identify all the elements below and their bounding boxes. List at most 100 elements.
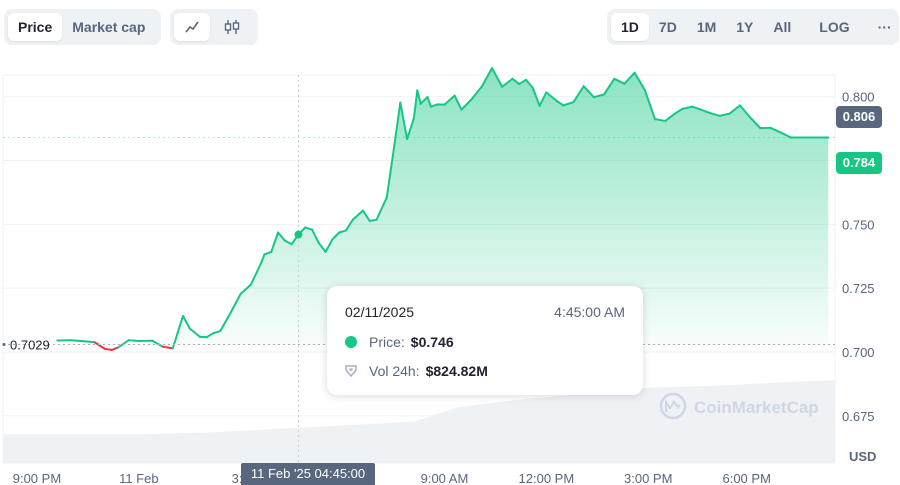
price-line-segment xyxy=(545,91,558,102)
price-line-segment xyxy=(212,330,222,335)
price-line-segment xyxy=(429,103,439,108)
price-line-segment xyxy=(412,89,419,120)
coinmarketcap-logo-icon xyxy=(659,392,687,420)
range-7d[interactable]: 7D xyxy=(658,19,677,35)
price-line-segment xyxy=(426,95,432,108)
price-dot-icon xyxy=(345,336,357,348)
price-line-segment xyxy=(324,238,334,253)
range-1d[interactable]: 1D xyxy=(611,13,649,41)
crosshair-time-badge: 11 Feb '25 04:45:00 xyxy=(241,463,375,485)
range-1y[interactable]: 1Y xyxy=(736,19,754,35)
high-price-badge: 0.806 xyxy=(836,106,882,128)
line-chart-icon[interactable] xyxy=(174,13,210,41)
price-line-segment xyxy=(453,94,463,111)
price-line-segment xyxy=(249,262,263,286)
x-tick-label: 9:00 PM xyxy=(13,471,61,485)
price-line-segment xyxy=(344,218,354,232)
x-tick-label: 6:00 PM xyxy=(722,471,770,485)
price-line-segment xyxy=(263,250,273,256)
price-tooltip: 02/11/2025 4:45:00 AM Price: $0.746 Vol … xyxy=(327,286,643,395)
price-line-segment xyxy=(443,94,456,106)
y-tick-label: 0.700 xyxy=(842,345,875,360)
price-line-segment xyxy=(718,112,731,117)
price-line-segment xyxy=(161,345,174,350)
price-line-segment xyxy=(531,86,541,107)
range-1m[interactable]: 1M xyxy=(696,19,717,35)
price-line-segment xyxy=(491,67,504,88)
current-price-badge: 0.784 xyxy=(836,152,882,174)
price-line-segment xyxy=(110,346,120,351)
tooltip-price-row: Price: $0.746 xyxy=(345,334,625,350)
candlestick-icon[interactable] xyxy=(214,13,250,41)
more-options-icon[interactable]: ··· xyxy=(877,19,892,35)
range-all[interactable]: All xyxy=(773,19,792,35)
volume-area xyxy=(3,380,835,463)
price-line-segment xyxy=(192,330,201,338)
baseline-label: 0.7029 xyxy=(10,338,50,353)
tooltip-date: 02/11/2025 xyxy=(345,304,415,320)
price-line-segment xyxy=(399,101,409,141)
price-line-segment xyxy=(103,347,113,351)
tooltip-volume-row: Vol 24h: $824.82M xyxy=(345,363,625,379)
metric-toggle: Price Market cap xyxy=(4,9,161,45)
price-line-segment xyxy=(681,105,694,110)
price-line-segment xyxy=(708,111,721,117)
hover-point xyxy=(294,230,303,239)
price-line-segment xyxy=(205,332,215,339)
price-line-segment xyxy=(283,239,293,246)
price-line-segment xyxy=(511,77,521,85)
chart-type-toggle xyxy=(170,9,258,45)
price-line-segment xyxy=(69,339,86,343)
log-toggle[interactable]: LOG xyxy=(819,19,850,35)
price-line-segment xyxy=(229,292,242,314)
price-line-segment xyxy=(738,104,752,119)
price-series xyxy=(56,67,830,351)
tooltip-volume-value: $824.82M xyxy=(425,363,488,379)
tooltip-time: 4:45:00 AM xyxy=(554,304,625,320)
price-line-segment xyxy=(613,77,626,85)
range-toggle: 1D 7D 1M 1Y All LOG ··· xyxy=(607,9,899,45)
price-area-fill xyxy=(57,68,829,350)
price-line-segment xyxy=(518,78,527,85)
price-line-segment xyxy=(643,89,657,121)
volume-shield-icon xyxy=(345,365,357,377)
tooltip-price-label: Price: xyxy=(369,334,405,350)
price-line-segment xyxy=(317,241,327,253)
price-line-segment xyxy=(260,253,266,265)
price-line-segment xyxy=(117,339,130,349)
y-tick-label: 0.725 xyxy=(842,281,875,296)
watermark-text: CoinMarketCap xyxy=(694,398,819,417)
price-line-segment xyxy=(538,91,548,107)
price-line-segment xyxy=(406,117,415,141)
price-line-segment xyxy=(769,126,782,134)
price-line-segment xyxy=(392,101,402,153)
y-tick-label: 0.675 xyxy=(842,409,875,424)
price-line-segment xyxy=(555,99,565,107)
price-line-segment xyxy=(127,339,140,342)
y-tick-label: 0.750 xyxy=(842,217,875,232)
market-cap-tab[interactable]: Market cap xyxy=(72,19,146,35)
baseline-marker xyxy=(2,343,6,347)
tooltip-header: 02/11/2025 4:45:00 AM xyxy=(345,304,625,320)
x-tick-label: 9:00 AM xyxy=(421,471,469,485)
price-line-segment xyxy=(385,150,395,199)
price-line-segment xyxy=(311,228,320,244)
price-line-segment xyxy=(749,116,762,130)
price-line-segment xyxy=(270,231,280,253)
price-line-segment xyxy=(623,71,636,85)
price-line-segment xyxy=(304,226,314,231)
y-unit-label: USD xyxy=(849,449,876,464)
price-line-segment xyxy=(239,283,252,295)
price-line-segment xyxy=(664,112,677,122)
price-line-segment xyxy=(277,231,286,242)
x-tick-label: 3:00 PM xyxy=(624,471,672,485)
price-tab[interactable]: Price xyxy=(8,13,63,41)
x-tick-label: 11 Feb xyxy=(119,471,159,485)
price-line-segment xyxy=(674,107,684,115)
x-tick-label: 12:00 PM xyxy=(519,471,575,485)
price-line-segment xyxy=(419,95,429,105)
price-line-segment xyxy=(338,229,347,234)
